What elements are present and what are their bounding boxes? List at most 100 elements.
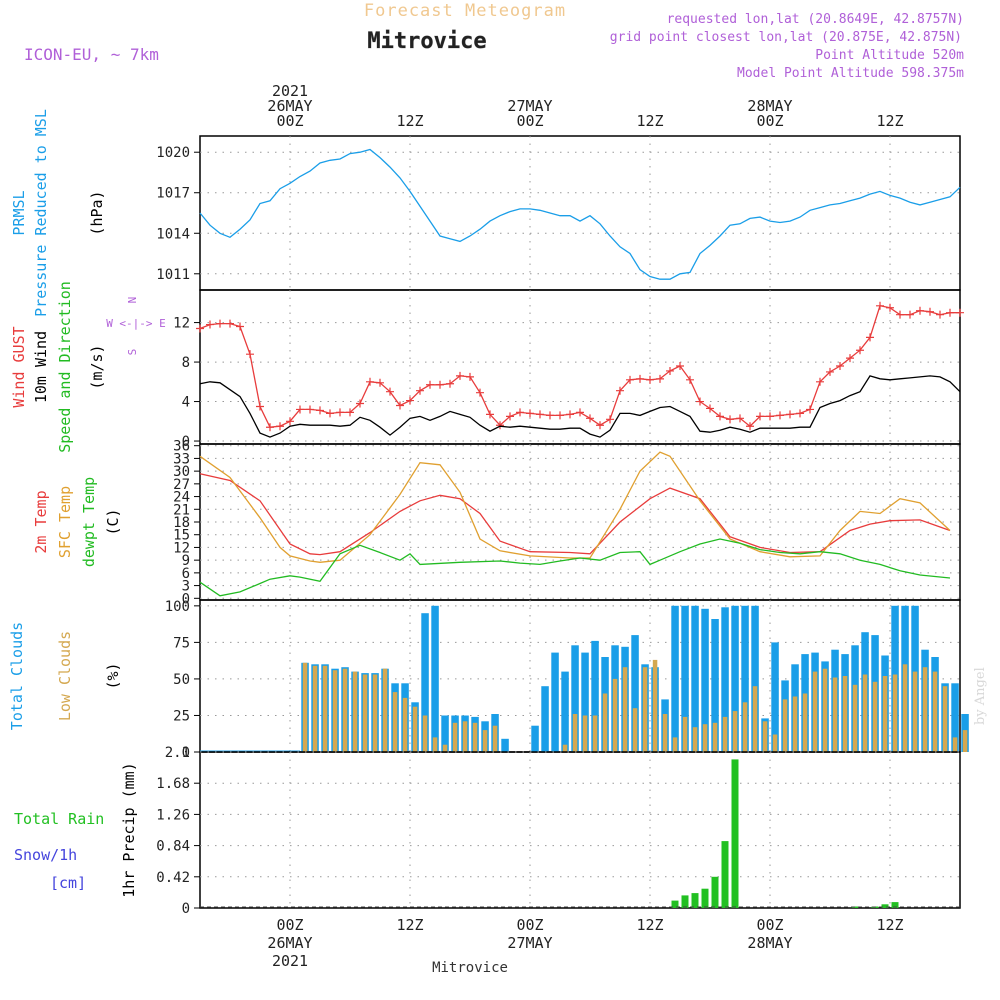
bar-total-clouds [591,640,599,752]
time-label-bottom: 12Z [876,916,903,934]
y-tick-label: 0 [182,745,190,761]
bar-low-clouds [772,734,778,752]
time-label-bottom: 00Z [756,916,783,934]
bar-low-clouds [812,671,818,752]
time-label-top: 00Z [276,112,303,130]
bar-low-clouds [402,697,408,752]
gust-marker [416,386,424,395]
bar-low-clouds [802,693,808,752]
requested-coords: requested lon,lat (20.8649E, 42.8757N) [667,12,964,27]
bar-low-clouds [332,670,338,752]
gust-marker [476,388,484,397]
bar-low-clouds [732,711,738,752]
gust-marker [876,301,884,310]
bar-total-clouds [771,642,779,752]
legend-snow: Snow/1h [14,846,77,864]
gust-marker [436,380,444,389]
bar-low-clouds [682,716,688,752]
bar-low-clouds [432,737,438,752]
panel-clouds: 0 25 50 75 100 Total Clouds Low Clouds (%) [8,599,969,761]
time-label-top: 12Z [636,112,663,130]
gust-marker [666,366,674,375]
y-tick-label: 1.26 [156,807,190,823]
bar-low-clouds [362,674,368,752]
bar-low-clouds [562,744,568,752]
bar-low-clouds [452,722,458,752]
y-tick-label: 0 [182,591,190,607]
bar-total-rain [701,888,709,908]
compass-north: N [126,297,139,304]
bar-low-clouds [462,721,468,752]
gust-marker [506,412,514,421]
gust-marker [356,399,364,408]
y-tick-label: 2.1 [165,745,190,761]
gust-marker [656,374,664,383]
bar-total-clouds [551,652,559,752]
bar-total-clouds [731,605,739,752]
y-tick-label: 1014 [156,226,190,242]
bar-low-clouds [352,671,358,752]
compass-south: S [126,349,139,356]
y-axis-label: Wind GUST [10,326,28,407]
gust-marker [886,303,894,312]
gust-marker [426,380,434,389]
bar-low-clouds [902,664,908,752]
gust-marker [486,410,494,419]
gust-marker [676,362,684,371]
gust-marker [686,375,694,384]
time-label-bottom: 12Z [396,916,423,934]
time-label-bottom: 28MAY [747,934,792,952]
y-axis-label: 10m Wind [32,331,50,403]
bar-total-clouds [571,645,579,752]
gust-marker [326,409,334,418]
bar-total-clouds [721,607,729,752]
gust-marker [266,423,274,432]
y-axis-label: Low Clouds [56,631,74,721]
gust-marker [286,417,294,426]
bar-low-clouds [782,699,788,752]
bar-total-clouds [671,605,679,752]
bar-low-clouds [922,667,928,752]
y-tick-label: 4 [182,395,190,411]
legend-total-rain: Total Rain [14,810,104,828]
bar-low-clouds [862,674,868,752]
gust-marker [806,405,814,414]
bar-low-clouds [582,715,588,752]
y-axis-label: SFC Temp [56,486,74,558]
gust-marker [396,401,404,410]
gust-marker [696,397,704,406]
time-label-bottom: 27MAY [507,934,552,952]
bar-low-clouds [892,674,898,752]
bar-low-clouds [942,686,948,752]
gust-marker [746,422,754,431]
bar-total-clouds [421,613,429,752]
bar-low-clouds [952,737,958,752]
bar-total-rain [711,876,719,908]
y-axis-label: PRMSL [10,190,28,235]
bar-low-clouds [762,721,768,752]
credit-label: by Angel [973,667,988,725]
bar-low-clouds [912,671,918,752]
y-axis-label: (C) [104,508,122,535]
bar-low-clouds [612,678,618,752]
gust-marker [836,362,844,371]
bar-low-clouds [842,676,848,752]
gust-marker [906,310,914,319]
gust-marker [536,410,544,419]
model-altitude: Model Point Altitude 598.375m [737,66,964,81]
bar-low-clouds [422,715,428,752]
grid-point-coords: grid point closest lon,lat (20.875E, 42.… [610,30,962,45]
y-tick-label: 0 [182,434,190,450]
bar-total-clouds [711,619,719,752]
gust-marker [766,412,774,421]
gust-marker [916,306,924,315]
bar-total-clouds [441,715,449,752]
bar-total-clouds [501,738,509,752]
gust-marker [646,375,654,384]
time-label-top: 12Z [396,112,423,130]
panel-pressure: 1011 1014 1017 1020 PRMSL Pressure Reduced to… [10,109,961,317]
y-tick-label: 30 [173,464,190,480]
gust-marker [786,410,794,419]
time-label-bottom: 12Z [636,916,663,934]
